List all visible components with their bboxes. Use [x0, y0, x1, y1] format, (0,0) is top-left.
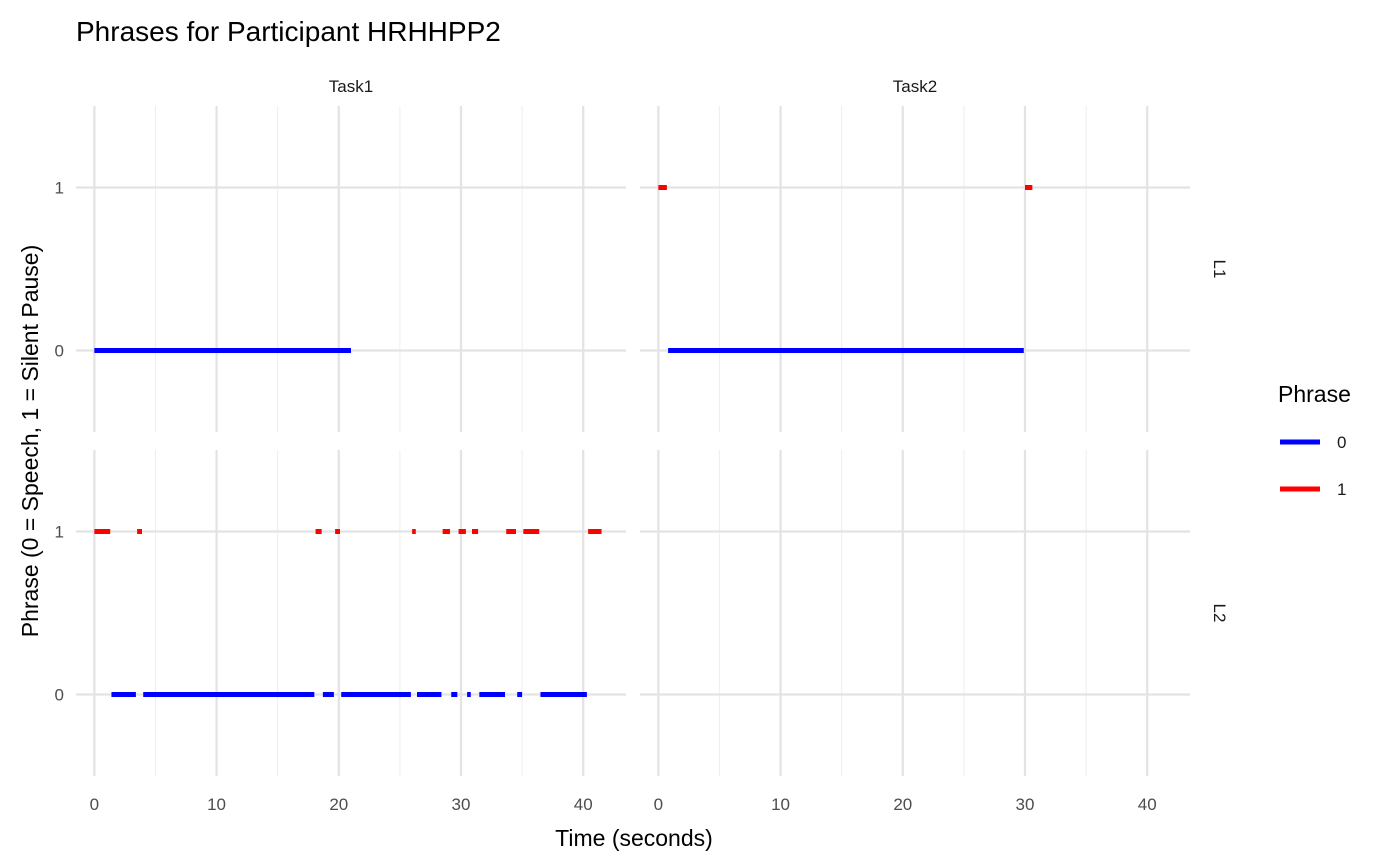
- x-tick-label: 40: [574, 795, 593, 814]
- legend-label: 0: [1337, 433, 1346, 452]
- y-tick-label: 1: [55, 179, 64, 198]
- chart-title: Phrases for Participant HRHHPP2: [76, 16, 501, 47]
- legend-label: 1: [1337, 480, 1346, 499]
- facet-col-label: Task2: [893, 77, 937, 96]
- x-tick-label: 0: [654, 795, 663, 814]
- x-tick-label: 10: [771, 795, 790, 814]
- y-axis-title: Phrase (0 = Speech, 1 = Silent Pause): [17, 245, 43, 638]
- x-tick-label: 30: [452, 795, 471, 814]
- facet-row-label: L2: [1210, 604, 1229, 623]
- facet-row-label: L1: [1210, 260, 1229, 279]
- facet-col-label: Task1: [329, 77, 373, 96]
- x-tick-label: 0: [90, 795, 99, 814]
- y-tick-label: 0: [55, 686, 64, 705]
- y-tick-label: 1: [55, 523, 64, 542]
- x-tick-label: 10: [207, 795, 226, 814]
- x-tick-label: 40: [1138, 795, 1157, 814]
- x-tick-label: 20: [893, 795, 912, 814]
- legend-title: Phrase: [1278, 381, 1351, 407]
- x-tick-label: 20: [329, 795, 348, 814]
- x-axis-title: Time (seconds): [555, 825, 713, 851]
- legend: Phrase 0 1: [1278, 381, 1351, 499]
- x-tick-label: 30: [1016, 795, 1035, 814]
- y-tick-label: 0: [55, 342, 64, 361]
